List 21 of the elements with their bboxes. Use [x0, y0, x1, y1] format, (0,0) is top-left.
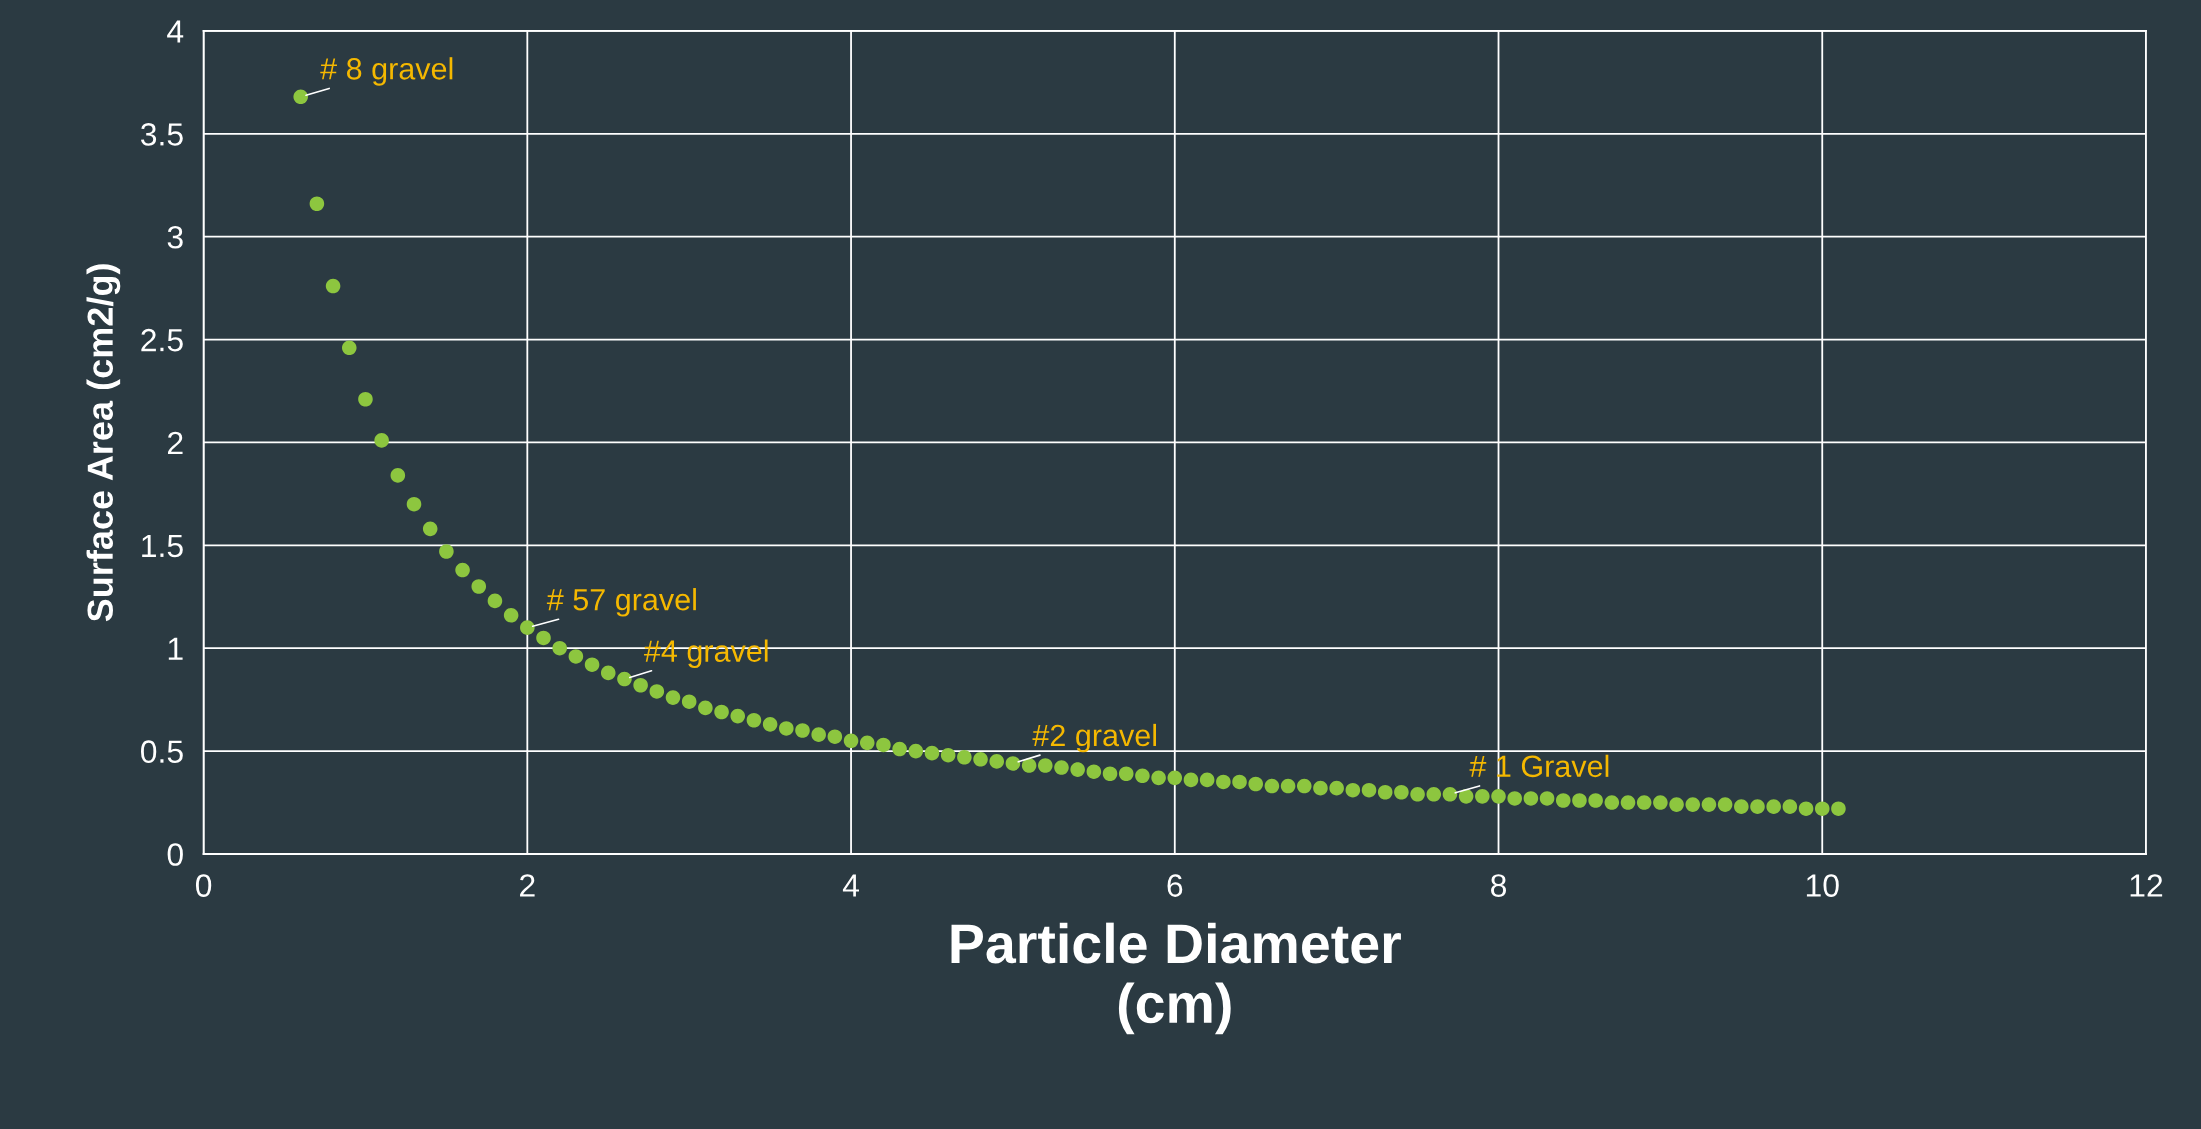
y-tick-label: 3.5 [140, 123, 183, 146]
y-axis-title: Surface Area (cm2/g) [86, 264, 121, 622]
y-tick-label: 4 [167, 20, 184, 43]
y-tick-label: 0 [167, 843, 183, 866]
y-tick-label: 1 [168, 637, 183, 660]
x-tick-label: 4 [842, 874, 859, 897]
annotation: # 57 gravel [546, 588, 696, 617]
annotation: # 8 gravel [320, 57, 453, 86]
x-tick-label: 0 [195, 874, 212, 897]
x-axis-title: Particle Diameter (cm) [951, 922, 1401, 1035]
x-tick-label: 8 [1491, 874, 1507, 897]
y-tick-label: 2.5 [141, 328, 183, 352]
y-tick-label: 3 [167, 225, 183, 249]
x-tick-label: 10 [1806, 874, 1839, 897]
annotation: #2 gravel [1032, 723, 1157, 753]
x-tick-label: 12 [2130, 874, 2163, 897]
x-tick-label: 2 [520, 874, 535, 897]
x-tick-label: 6 [1167, 874, 1183, 897]
y-tick-label: 0.5 [140, 740, 183, 763]
y-tick-label: 2 [167, 431, 183, 455]
y-tick-label: 1.5 [142, 534, 183, 558]
